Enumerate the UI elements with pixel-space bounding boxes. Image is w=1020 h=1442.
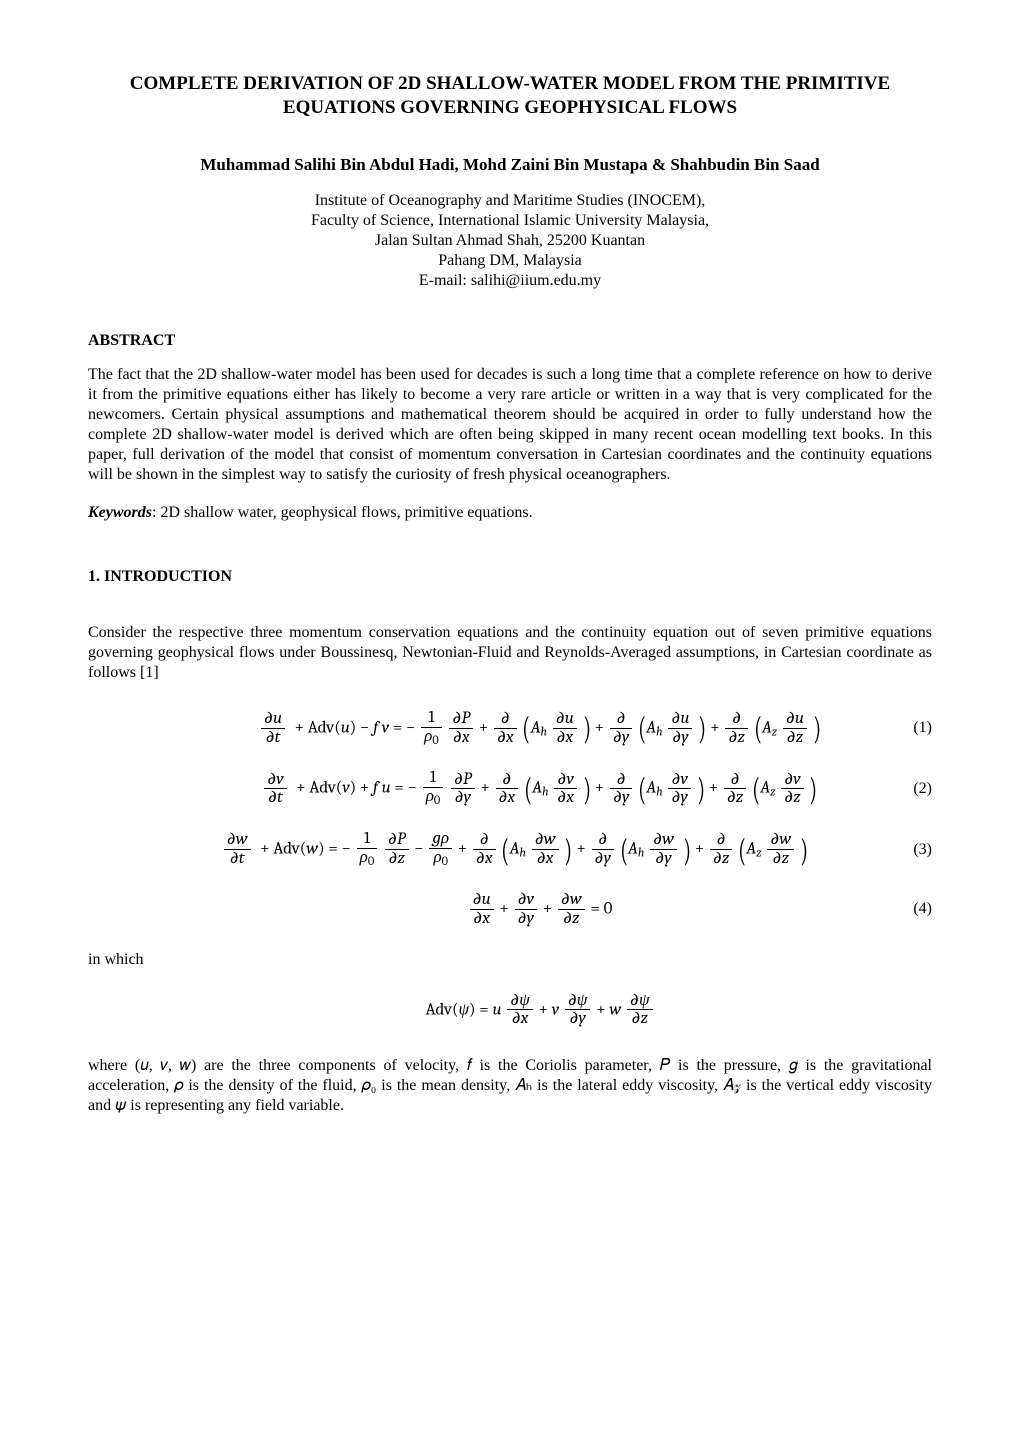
equation-3: ∂w∂t + Adv(w) = − 1ρ0 ∂P∂z − gρρ0 + ∂∂x … — [222, 830, 809, 869]
equation-2: ∂v∂t + Adv(v) + f u = − 1ρ0 ∂P∂y + ∂∂x (… — [262, 769, 817, 808]
equation-4-row: ∂u∂x + ∂v∂y + ∂w∂z = 0 (4) — [88, 891, 932, 928]
keywords-line: Keywords: 2D shallow water, geophysical … — [88, 503, 932, 523]
author-line: Muhammad Salihi Bin Abdul Hadi, Mohd Zai… — [88, 154, 932, 175]
affiliation-block: Institute of Oceanography and Maritime S… — [88, 191, 932, 291]
equation-2-number: (2) — [882, 779, 932, 799]
adv-definition: Adv(ψ) = u ∂ψ∂x + v ∂ψ∂y + w ∂ψ∂z — [425, 992, 654, 1029]
equation-2-row: ∂v∂t + Adv(v) + f u = − 1ρ0 ∂P∂y + ∂∂x (… — [88, 769, 932, 808]
paper-title: COMPLETE DERIVATION OF 2D SHALLOW-WATER … — [88, 72, 932, 120]
equation-1: ∂u∂t + Adv(u) − f v = − 1ρ0 ∂P∂x + ∂∂x (… — [259, 709, 821, 748]
equation-3-row: ∂w∂t + Adv(w) = − 1ρ0 ∂P∂z − gρρ0 + ∂∂x … — [88, 830, 932, 869]
abstract-heading: ABSTRACT — [88, 331, 932, 351]
keywords-text: : 2D shallow water, geophysical flows, p… — [152, 504, 533, 521]
equation-3-number: (3) — [882, 840, 932, 860]
abstract-body: The fact that the 2D shallow-water model… — [88, 365, 932, 485]
affil-line-3: Jalan Sultan Ahmad Shah, 25200 Kuantan — [375, 232, 645, 249]
equation-4-number: (4) — [882, 899, 932, 919]
intro-lead: Consider the respective three momentum c… — [88, 623, 932, 683]
equation-4: ∂u∂x + ∂v∂y + ∂w∂z = 0 — [468, 891, 613, 928]
equation-1-row: ∂u∂t + Adv(u) − f v = − 1ρ0 ∂P∂x + ∂∂x (… — [88, 709, 932, 748]
affil-line-5: E-mail: salihi@iium.edu.my — [419, 272, 601, 289]
intro-heading: 1. INTRODUCTION — [88, 567, 932, 587]
affil-line-4: Pahang DM, Malaysia — [438, 252, 582, 269]
equation-1-number: (1) — [882, 718, 932, 738]
keywords-label: Keywords — [88, 504, 152, 521]
closing-paragraph: where (𝑢, 𝑣, 𝑤) are the three components… — [88, 1056, 932, 1116]
in-which-text: in which — [88, 950, 932, 970]
adv-definition-row: Adv(ψ) = u ∂ψ∂x + v ∂ψ∂y + w ∂ψ∂z — [88, 992, 932, 1029]
affil-line-2: Faculty of Science, International Islami… — [311, 212, 709, 229]
affil-line-1: Institute of Oceanography and Maritime S… — [315, 192, 706, 209]
